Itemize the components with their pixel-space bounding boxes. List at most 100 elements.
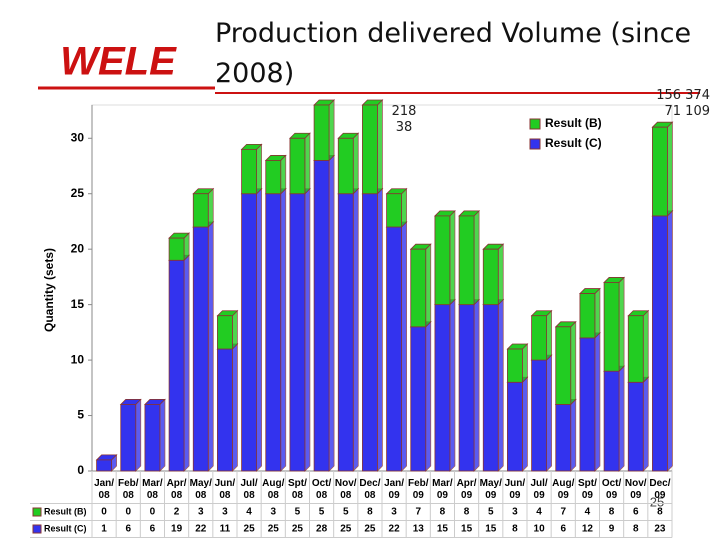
bar-side <box>449 298 456 472</box>
table-cell: 6 <box>125 524 131 535</box>
bar-side <box>546 309 552 362</box>
x-tick-label: Aug/09 <box>552 478 574 501</box>
table-cell: 22 <box>389 524 401 535</box>
y-axis-label: Quantity (sets) <box>42 248 56 332</box>
legend-swatch <box>529 118 541 130</box>
bar-side <box>183 254 190 472</box>
table-cell: 8 <box>657 507 663 518</box>
table-cell: 3 <box>198 507 204 518</box>
x-tick-label: Jan/08 <box>94 478 114 501</box>
x-tick-label: Jun/09 <box>505 478 526 501</box>
bar-side <box>570 398 577 472</box>
legend-label: Result (B) <box>545 116 602 130</box>
x-tick-label: Oct/08 <box>312 478 332 501</box>
logo-box <box>38 44 198 86</box>
x-tick-label: Dec/08 <box>359 478 380 501</box>
bar <box>289 137 306 195</box>
bar-side <box>377 99 383 195</box>
table-cell: 28 <box>316 524 328 535</box>
table-cell: 19 <box>171 524 183 535</box>
bar <box>168 237 185 261</box>
bar <box>289 193 306 472</box>
bar <box>555 404 572 472</box>
bar-side <box>256 143 262 195</box>
bar <box>555 326 572 405</box>
x-tick-label: Spt/08 <box>288 478 307 501</box>
bar-side <box>522 343 528 384</box>
bar-side <box>207 221 214 472</box>
bar-side <box>232 343 238 472</box>
table-cell: 4 <box>585 507 591 518</box>
bar <box>192 226 209 472</box>
x-tick-label: Apr/08 <box>167 478 187 501</box>
x-tick-label: Oct/09 <box>602 478 622 501</box>
annotation: 218 38 <box>391 104 417 135</box>
table-cell: 11 <box>220 524 231 535</box>
bar-side <box>425 243 432 328</box>
table-cell: 3 <box>391 507 397 518</box>
bar <box>386 226 402 472</box>
bar <box>458 304 475 472</box>
x-tick-label: May/08 <box>190 478 212 501</box>
bar <box>627 381 644 472</box>
bar <box>217 315 233 350</box>
table-cell: 0 <box>101 507 107 518</box>
bar <box>337 137 354 195</box>
legend-label: Result (C) <box>545 136 602 150</box>
bar-side <box>352 187 359 472</box>
x-tick-label: Dec/09 <box>649 478 670 501</box>
bar <box>603 282 620 372</box>
table-cell: 8 <box>512 524 518 535</box>
bar <box>313 160 330 472</box>
bar-side <box>377 187 383 472</box>
bar-side <box>280 187 287 472</box>
bar-side <box>594 287 601 339</box>
logo: WELE <box>60 40 177 84</box>
table-cell: 15 <box>485 524 497 535</box>
bar <box>531 315 547 361</box>
table-cell: 3 <box>270 507 276 518</box>
table-row-label: Result (C) <box>44 523 87 533</box>
bar <box>362 104 378 195</box>
bar <box>313 104 330 161</box>
annotation: 156 374 71 109 <box>656 88 710 119</box>
table-cell: 7 <box>415 507 421 518</box>
table-cell: 0 <box>150 507 156 518</box>
table-cell: 8 <box>440 507 446 518</box>
table-swatch <box>32 524 42 534</box>
bar-side <box>328 154 335 472</box>
bar <box>531 359 547 472</box>
x-tick-label: Nov/08 <box>335 478 357 501</box>
table-cell: 0 <box>125 507 131 518</box>
bar-side <box>497 298 504 472</box>
bar <box>652 215 668 472</box>
table-row-label: Result (B) <box>44 506 87 516</box>
bar-side <box>618 365 625 472</box>
table-cell: 12 <box>582 524 594 535</box>
table-cell: 25 <box>292 524 304 535</box>
table-cell: 8 <box>633 524 639 535</box>
bar <box>458 215 475 306</box>
table-cell: 25 <box>364 524 376 535</box>
table-cell: 15 <box>437 524 449 535</box>
x-tick-label: Jul/09 <box>530 478 547 501</box>
table-cell: 5 <box>343 507 349 518</box>
x-tick-label: Aug/08 <box>262 478 284 501</box>
bar <box>120 404 137 472</box>
bar-side <box>473 298 480 472</box>
x-tick-label: Mar/08 <box>142 478 163 501</box>
bar <box>507 348 523 383</box>
y-tick-label: 15 <box>71 297 85 311</box>
table-cell: 23 <box>654 524 666 535</box>
y-tick-label: 25 <box>71 186 85 200</box>
bar <box>241 148 257 195</box>
bar <box>265 193 282 472</box>
bar-side <box>352 132 359 195</box>
bar <box>627 315 644 383</box>
bar <box>434 215 451 306</box>
x-tick-label: Jul/08 <box>240 478 257 501</box>
table-cell: 22 <box>195 524 207 535</box>
bar <box>482 248 499 306</box>
table-cell: 4 <box>536 507 542 518</box>
